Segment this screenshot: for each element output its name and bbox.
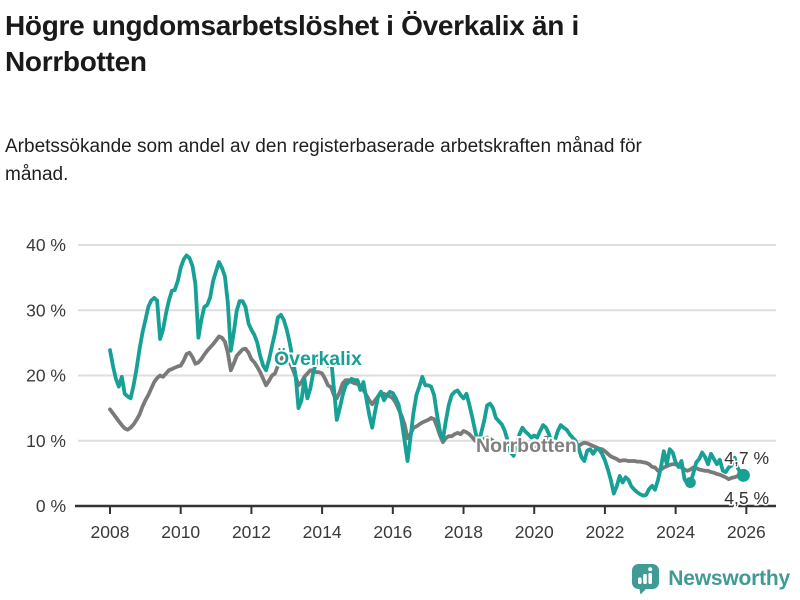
x-tick-label: 2014 — [303, 522, 342, 542]
newsworthy-logo-text: Newsworthy — [668, 567, 790, 590]
line-överkalix — [108, 253, 746, 498]
end-label-overkalix: 4,7 % — [724, 448, 769, 468]
x-tick-label: 2026 — [727, 522, 766, 542]
data-point-marker — [736, 468, 750, 482]
end-value-labels: 4,7 % 4,5 % — [723, 447, 771, 510]
y-tick-label: 0 % — [36, 496, 66, 516]
x-axis-tick-labels: 2008 2010 2012 2014 2016 2018 2020 2022 2024 2026 — [91, 522, 766, 542]
x-tick-label: 2020 — [515, 522, 554, 542]
line-norrbotten — [108, 334, 746, 482]
newsworthy-logo: Newsworthy — [631, 562, 790, 596]
y-tick-label: 20 % — [26, 366, 66, 386]
x-tick-label: 2016 — [373, 522, 412, 542]
series-label-överkalix: Överkalix — [274, 347, 362, 370]
series-point-markers — [684, 468, 750, 489]
end-label-norrbotten: 4,5 % — [724, 488, 769, 508]
series-label-norrbotten: Norrbotten — [476, 435, 577, 457]
y-axis-tick-labels: 0 % 10 % 20 % 30 % 40 % — [26, 235, 66, 516]
x-tick-label: 2018 — [444, 522, 483, 542]
y-tick-label: 40 % — [26, 235, 66, 255]
x-tick-label: 2008 — [91, 522, 130, 542]
x-tick-label: 2022 — [585, 522, 624, 542]
chart-subtitle: Arbetssökande som andel av den registerb… — [5, 136, 642, 185]
newsworthy-bubble-chart-icon — [632, 564, 660, 595]
x-tick-label: 2012 — [232, 522, 271, 542]
chart-title: Högre ungdomsarbetslöshet i Överkalix än… — [5, 10, 580, 77]
series-inline-labels: Överkalix Norrbotten — [272, 345, 579, 459]
gridlines — [78, 244, 776, 442]
data-point-marker — [684, 477, 696, 489]
x-axis — [75, 504, 776, 514]
y-tick-label: 30 % — [26, 300, 66, 320]
x-tick-label: 2024 — [656, 522, 695, 542]
x-tick-label: 2010 — [161, 522, 200, 542]
y-tick-label: 10 % — [26, 431, 66, 451]
series-lines — [108, 253, 746, 498]
